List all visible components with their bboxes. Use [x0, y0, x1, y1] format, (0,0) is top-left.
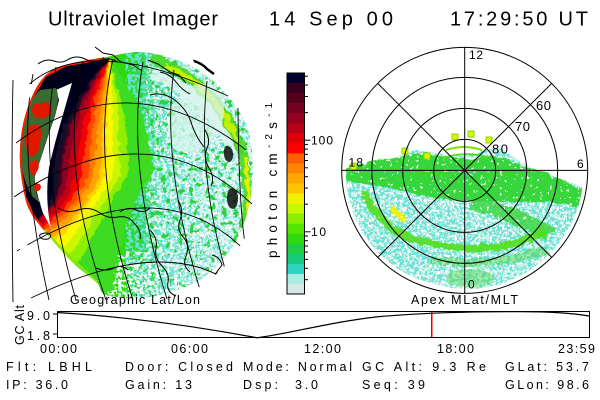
- svg-text:Apex MLat/MLT: Apex MLat/MLT: [411, 293, 518, 307]
- svg-text:Flt: LBHL: Flt: LBHL: [6, 360, 92, 374]
- svg-text:18:00: 18:00: [437, 342, 474, 356]
- svg-text:3.0: 3.0: [295, 378, 318, 392]
- svg-text:GC Alt: GC Alt: [13, 304, 27, 345]
- svg-text:00:00: 00:00: [40, 342, 77, 356]
- svg-text:80: 80: [492, 142, 508, 157]
- svg-text:GLon: 98.6: GLon: 98.6: [505, 378, 589, 392]
- svg-text:12: 12: [469, 48, 483, 62]
- svg-text:Ultraviolet Imager: Ultraviolet Imager: [48, 9, 218, 31]
- svg-text:Mode: Normal: Mode: Normal: [243, 360, 352, 374]
- svg-text:Geographic Lat/Lon: Geographic Lat/Lon: [70, 293, 200, 307]
- svg-text:17:29:50 UT: 17:29:50 UT: [450, 9, 588, 31]
- svg-text:Dsp:: Dsp:: [243, 378, 278, 392]
- svg-text:10: 10: [311, 225, 326, 239]
- svg-text:60: 60: [536, 98, 551, 113]
- svg-text:6: 6: [577, 157, 584, 171]
- svg-text:70: 70: [515, 119, 530, 134]
- svg-text:0: 0: [468, 278, 475, 292]
- svg-text:Seq: 39: Seq: 39: [362, 378, 425, 392]
- svg-text:23:59: 23:59: [558, 342, 595, 356]
- svg-text:Door: Closed: Door: Closed: [125, 360, 233, 374]
- svg-text:1.8: 1.8: [27, 329, 50, 343]
- svg-text:18: 18: [349, 156, 364, 170]
- svg-text:photon cm-2s-1: photon cm-2s-1: [264, 98, 280, 258]
- svg-text:9.0: 9.0: [27, 309, 50, 323]
- svg-text:14 Sep 00: 14 Sep 00: [269, 9, 393, 31]
- svg-text:12:00: 12:00: [304, 342, 341, 356]
- svg-text:100: 100: [311, 134, 333, 148]
- svg-text:06:00: 06:00: [171, 342, 208, 356]
- svg-text:Gain: 13: Gain: 13: [125, 378, 192, 392]
